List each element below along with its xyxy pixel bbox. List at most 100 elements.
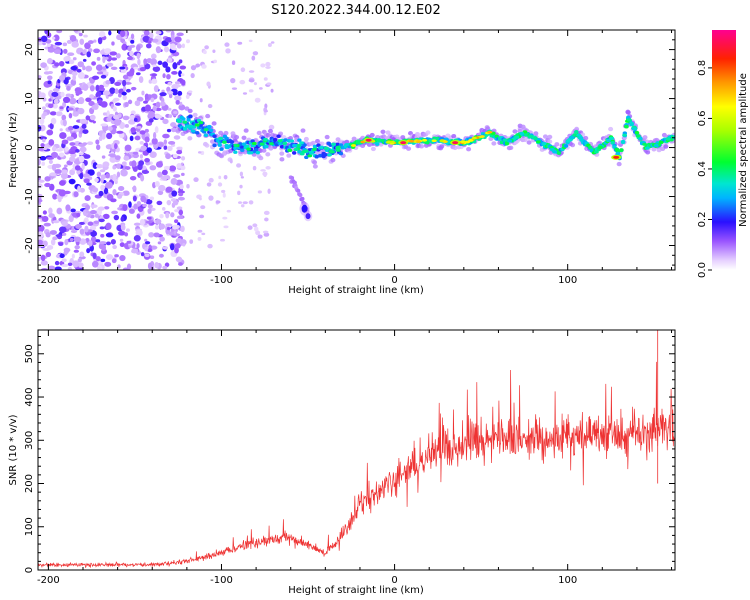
heatmap-cell <box>305 213 311 220</box>
heatmap-cell <box>159 223 166 230</box>
heatmap-cell <box>157 190 164 196</box>
heatmap-cell <box>104 261 112 267</box>
heatmap-cell <box>101 132 106 140</box>
heatmap-cell <box>92 187 99 193</box>
heatmap-cell <box>112 106 117 112</box>
heatmap-cell <box>74 165 81 171</box>
x-tick-label: -200 <box>37 575 60 586</box>
heatmap-cell <box>132 151 139 155</box>
heatmap-cell <box>166 128 172 133</box>
spectrogram-frame <box>37 29 676 271</box>
heatmap-cell <box>81 162 85 170</box>
heatmap-cell <box>106 62 114 67</box>
heatmap-cell <box>205 113 211 119</box>
heatmap-cell <box>139 154 144 159</box>
heatmap-cell <box>263 232 270 237</box>
heatmap-cell <box>533 131 539 136</box>
heatmap-cell <box>136 200 142 207</box>
heatmap-cell <box>230 78 236 84</box>
heatmap-cell <box>98 84 105 89</box>
heatmap-cell <box>658 140 664 144</box>
heatmap-cell <box>71 71 78 76</box>
heatmap-cell <box>240 176 244 179</box>
heatmap-cell <box>260 63 266 68</box>
heatmap-cell <box>61 258 67 263</box>
heatmap-cell <box>136 52 141 60</box>
heatmap-cell <box>265 152 271 157</box>
heatmap-cell <box>566 139 571 143</box>
heatmap-cell <box>335 142 340 147</box>
heatmap-cell <box>233 143 239 147</box>
heatmap-cell <box>82 142 88 146</box>
heatmap-cell <box>39 136 47 140</box>
heatmap-cell <box>292 180 297 185</box>
heatmap-cell <box>300 196 305 201</box>
heatmap-cell <box>283 138 288 142</box>
heatmap-cell <box>103 206 110 210</box>
heatmap-cell <box>85 115 90 121</box>
heatmap-cell <box>556 151 562 155</box>
heatmap-cell <box>154 262 160 269</box>
heatmap-cell <box>146 147 152 153</box>
heatmap-cell <box>89 225 97 231</box>
heatmap-cell <box>87 48 93 53</box>
heatmap-cell <box>606 138 611 142</box>
heatmap-cell <box>118 230 126 236</box>
heatmap-cell <box>222 192 226 198</box>
x-tick-label: 100 <box>558 575 577 586</box>
heatmap-cell <box>47 80 52 85</box>
heatmap-cell <box>114 88 119 95</box>
heatmap-cell <box>92 120 96 124</box>
heatmap-cell <box>84 195 91 202</box>
heatmap-cell <box>49 111 57 116</box>
heatmap-cell <box>171 190 178 197</box>
heatmap-cell <box>49 172 57 177</box>
heatmap-cell <box>310 140 316 146</box>
heatmap-cell <box>120 38 124 43</box>
heatmap-cell <box>257 234 263 239</box>
heatmap-cell <box>620 140 626 145</box>
heatmap-cell <box>155 30 162 35</box>
heatmap-cell <box>319 141 325 146</box>
heatmap-cell <box>185 94 190 100</box>
heatmap-cell <box>162 265 168 270</box>
heatmap-cell <box>181 43 185 49</box>
heatmap-cell <box>83 34 88 38</box>
heatmap-cell <box>528 134 533 138</box>
heatmap-cell <box>52 236 58 241</box>
heatmap-cell <box>178 209 184 216</box>
heatmap-cell <box>208 177 214 183</box>
heatmap-cell <box>385 130 391 135</box>
heatmap-cell <box>167 145 173 151</box>
heatmap-cell <box>121 43 128 51</box>
heatmap-cell <box>64 238 69 246</box>
heatmap-cell <box>153 232 160 238</box>
heatmap-cell <box>86 248 91 254</box>
heatmap-cell <box>542 134 548 139</box>
heatmap-cell <box>302 143 307 147</box>
heatmap-cell <box>199 98 203 103</box>
heatmap-cell <box>487 130 493 134</box>
heatmap-cell <box>626 118 632 122</box>
heatmap-cell <box>242 201 248 205</box>
heatmap-cell <box>112 244 117 250</box>
heatmap-cell <box>81 123 87 129</box>
heatmap-cell <box>84 225 89 233</box>
heatmap-cell <box>76 169 81 175</box>
heatmap-cell <box>71 41 79 48</box>
heatmap-cell <box>267 43 272 48</box>
heatmap-cell <box>253 82 257 86</box>
y-tick-label: 100 <box>24 517 35 536</box>
heatmap-cell <box>40 62 47 68</box>
heatmap-cell <box>140 252 145 257</box>
heatmap-cell <box>257 190 263 194</box>
heatmap-cell <box>111 41 115 46</box>
heatmap-cell <box>93 39 97 43</box>
heatmap-cell <box>141 90 145 96</box>
heatmap-cell <box>42 138 46 143</box>
heatmap-cell <box>72 260 80 268</box>
heatmap-cell <box>45 251 52 258</box>
heatmap-cell <box>190 72 195 79</box>
heatmap-cell <box>330 157 336 163</box>
